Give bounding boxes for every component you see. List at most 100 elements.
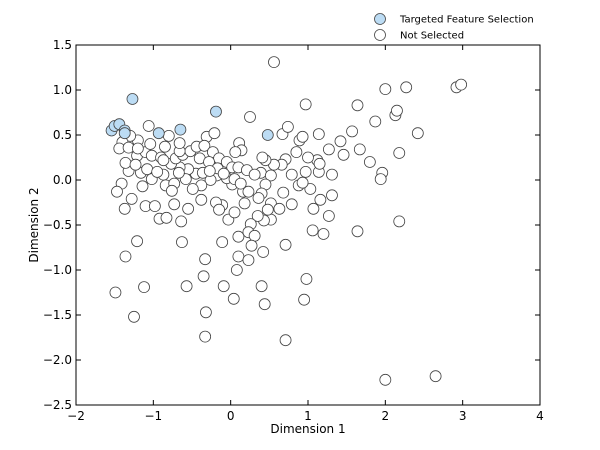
unselected-point	[238, 197, 251, 210]
unselected-point	[379, 373, 392, 386]
y-tick-label: 1.0	[53, 83, 72, 97]
unselected-point	[125, 192, 138, 205]
unselected-point	[334, 135, 347, 148]
y-axis-label: Dimension 2	[27, 187, 41, 262]
unselected-point	[391, 104, 403, 117]
unselected-point	[455, 78, 468, 91]
unselected-point	[160, 211, 173, 224]
unselected-point	[317, 228, 330, 240]
unselected-point	[363, 156, 376, 168]
unselected-point	[400, 81, 413, 94]
unselected-point	[322, 210, 335, 222]
unselected-point	[411, 127, 424, 140]
unselected-point	[203, 165, 216, 177]
unselected-point	[337, 148, 350, 161]
unselected-point	[299, 165, 312, 178]
unselected-point	[131, 235, 143, 248]
x-tick-label: 4	[536, 409, 544, 423]
legend-marker-targeted	[374, 13, 386, 25]
unselected-point	[111, 185, 123, 198]
unselected-point	[307, 202, 320, 215]
unselected-point	[322, 143, 335, 156]
unselected-point	[119, 250, 132, 263]
x-tick-label: −2	[67, 409, 85, 423]
y-tick-label: 0.5	[53, 128, 72, 142]
unselected-point	[162, 129, 175, 142]
unselected-point	[128, 310, 140, 323]
y-tick-label: −2.5	[43, 398, 72, 412]
unselected-point	[208, 127, 221, 140]
unselected-point	[312, 128, 325, 141]
selected-point	[126, 93, 139, 105]
unselected-point	[142, 120, 155, 132]
unselected-point	[353, 143, 366, 156]
unselected-point	[245, 239, 258, 252]
unselected-point	[129, 158, 142, 171]
unselected-point	[248, 229, 261, 242]
unselected-point	[199, 253, 212, 266]
unselected-point	[242, 185, 255, 198]
unselected-point	[248, 168, 261, 181]
unselected-point	[157, 154, 170, 167]
unselected-point	[217, 280, 230, 293]
unselected-point	[296, 176, 309, 189]
unselected-point	[264, 169, 277, 182]
unselected-point	[393, 215, 406, 228]
legend-marker-not-selected	[374, 29, 386, 41]
y-tick-label: −2.0	[43, 353, 72, 367]
unselected-point	[290, 146, 303, 159]
unselected-point	[234, 177, 247, 190]
unselected-point	[277, 186, 290, 199]
selected-point	[152, 127, 165, 140]
unselected-point	[172, 166, 185, 179]
unselected-point	[298, 293, 311, 306]
unselected-point	[256, 151, 269, 164]
unselected-point	[141, 163, 154, 176]
points-layer	[105, 56, 468, 386]
unselected-point	[296, 130, 309, 143]
unselected-point	[374, 173, 387, 186]
unselected-point	[232, 230, 245, 243]
unselected-point	[131, 142, 144, 155]
unselected-point	[148, 200, 161, 213]
selected-point	[210, 105, 222, 118]
unselected-point	[346, 125, 358, 138]
unselected-point	[228, 206, 241, 219]
unselected-point	[281, 121, 294, 133]
unselected-point	[429, 370, 442, 383]
unselected-point	[230, 264, 243, 276]
unselected-point	[227, 292, 240, 305]
unselected-point	[304, 183, 317, 195]
unselected-point	[242, 254, 255, 267]
unselected-point	[244, 111, 256, 123]
legend-label-not-selected: Not Selected	[400, 31, 464, 42]
unselected-point	[252, 192, 265, 204]
unselected-point	[279, 238, 292, 251]
unselected-point	[326, 189, 338, 202]
unselected-point	[326, 168, 338, 181]
x-tick-label: −1	[144, 409, 162, 423]
y-tick-label: −1.0	[43, 263, 72, 277]
unselected-point	[351, 225, 364, 238]
selected-point	[174, 123, 187, 136]
unselected-point	[351, 99, 364, 112]
unselected-point	[257, 246, 270, 258]
y-tick-label: 1.5	[53, 38, 72, 52]
unselected-point	[197, 270, 210, 283]
unselected-point	[180, 280, 193, 293]
ticks-layer: −2 −1 0 1 2 3 4 −2.5 −2.0 −1.5 −1.0 −0.5 0.0 0.5 1.0 1.…	[43, 38, 544, 423]
y-tick-label: −1.5	[43, 308, 72, 322]
unselected-point	[138, 281, 150, 294]
unselected-point	[300, 273, 313, 285]
unselected-point	[255, 280, 268, 293]
unselected-point	[216, 236, 229, 249]
unselected-point	[195, 193, 208, 206]
unselected-point	[273, 202, 286, 215]
unselected-point	[251, 210, 264, 222]
unselected-point	[109, 286, 122, 299]
unselected-point	[165, 184, 178, 197]
unselected-point	[232, 250, 245, 263]
unselected-point	[379, 83, 392, 95]
unselected-point	[213, 203, 225, 216]
